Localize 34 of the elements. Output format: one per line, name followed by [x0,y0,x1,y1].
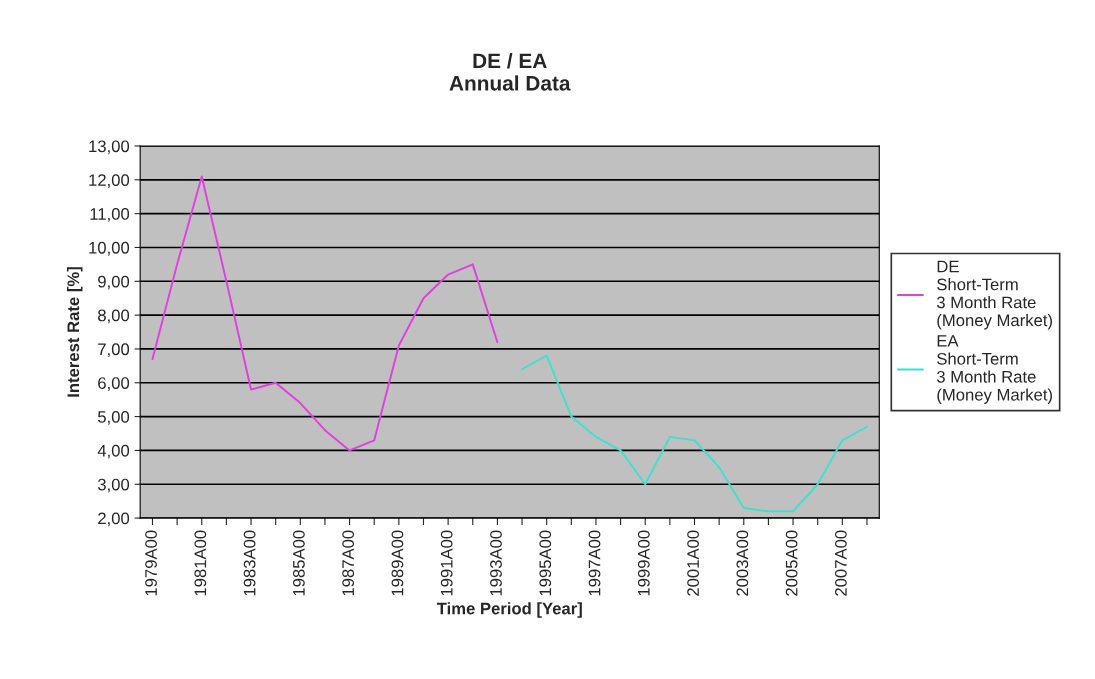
y-tick-label: 10,00 [89,241,130,256]
x-tick-label: 1999A00 [637,530,650,596]
y-axis-title: Interest Rate [%] [66,267,83,397]
x-tick-label: 1983A00 [243,530,256,596]
legend-label: DE Short-Term 3 Month Rate (Money Market) [936,260,1052,330]
x-tick-label: 1985A00 [292,530,305,596]
y-tick-label: 7,00 [98,343,130,358]
x-tick-label: 2005A00 [785,530,798,596]
x-tick-label: 1981A00 [194,530,207,596]
y-tick-label: 8,00 [98,309,130,324]
chart-title: DE / EA Annual Data [449,52,571,91]
x-axis-title: Time Period [Year] [436,602,582,618]
y-tick-label: 4,00 [97,444,130,459]
y-tick-label: 5,00 [97,411,130,425]
x-tick-label: 2003A00 [736,530,749,596]
x-tick-label: 2007A00 [835,530,847,596]
legend-label: EA Short-Term 3 Month Rate (Money Market) [936,335,1052,404]
x-tick-label: 1991A00 [440,530,453,596]
line-series [151,175,499,452]
y-tick-label: 11,00 [90,208,130,222]
y-tick-label: 6,00 [98,377,130,391]
x-tick-label: 1989A00 [391,530,404,596]
y-tick-label: 2,00 [98,512,130,527]
y-tick-label: 13,00 [89,140,130,155]
y-tick-label: 12,00 [89,174,130,188]
x-tick-label: 1997A00 [588,530,601,596]
x-tick-label: 1987A00 [342,530,355,596]
y-tick-label: 3,00 [97,478,130,493]
x-tick-label: 1993A00 [490,530,502,596]
line-series [521,354,868,513]
y-tick-label: 9,00 [98,275,130,290]
x-tick-label: 1979A00 [145,530,157,596]
x-tick-label: 2001A00 [687,530,699,596]
x-tick-label: 1995A00 [539,530,552,596]
